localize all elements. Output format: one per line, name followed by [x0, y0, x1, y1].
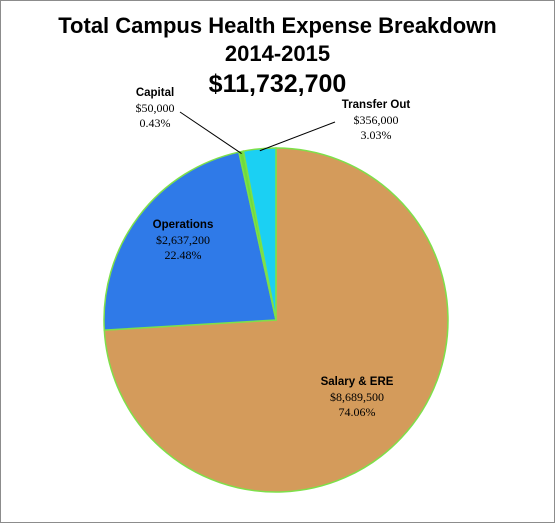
- data-label-value: $356,000: [353, 113, 399, 127]
- chart-title-total: $11,732,700: [208, 70, 347, 98]
- data-label-name: Operations: [152, 219, 214, 231]
- pie-slice-operations: [103, 151, 277, 331]
- data-label-salary: Salary & ERE $8,689,500 74.06%: [297, 375, 417, 420]
- data-label-value: $2,637,200: [156, 233, 210, 247]
- pie-slice-transfer-out: [242, 147, 277, 321]
- leader-line-transfer-out: [259, 121, 336, 152]
- data-label-percent: 3.03%: [360, 128, 392, 142]
- leader-lines: [179, 111, 336, 154]
- data-label-name: Transfer Out: [341, 99, 411, 111]
- leader-line-capital: [179, 111, 242, 154]
- data-label-capital: Capital $50,000 0.43%: [110, 86, 200, 131]
- data-label-value: $50,000: [135, 101, 175, 115]
- chart-title: Total Campus Health Expense Breakdown 20…: [0, 12, 555, 100]
- data-label-name: Salary & ERE: [320, 376, 394, 388]
- chart-title-line2: 2014-2015: [224, 41, 331, 66]
- pie-slices: [103, 147, 449, 493]
- data-label-name: Capital: [135, 87, 175, 99]
- chart-title-line1: Total Campus Health Expense Breakdown: [58, 13, 497, 38]
- data-label-percent: 0.43%: [139, 116, 171, 130]
- data-label-value: $8,689,500: [330, 390, 384, 404]
- data-label-percent: 74.06%: [338, 405, 376, 419]
- data-label-percent: 22.48%: [164, 248, 202, 262]
- data-label-operations: Operations $2,637,200 22.48%: [123, 218, 243, 263]
- data-label-transfer-out: Transfer Out $356,000 3.03%: [326, 98, 426, 143]
